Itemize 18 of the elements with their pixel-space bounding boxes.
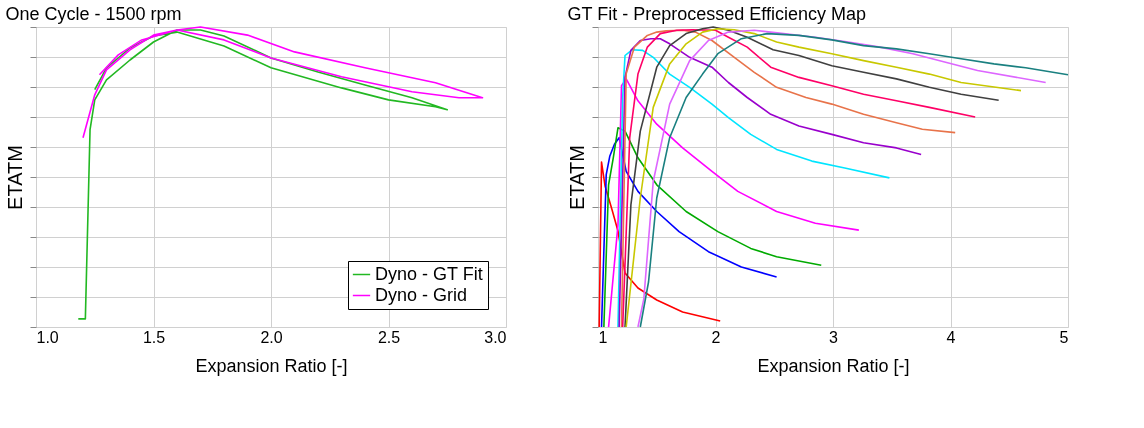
x-tick-label: 4 bbox=[946, 328, 956, 346]
y-axis-title: ETATM bbox=[566, 145, 588, 210]
chart-title: GT Fit - Preprocessed Efficiency Map bbox=[567, 4, 866, 25]
x-tick-label: 2 bbox=[711, 328, 721, 346]
x-tick-label: 2.5 bbox=[377, 328, 401, 346]
x-tick-label: 3 bbox=[829, 328, 839, 346]
legend-label: Dyno - Grid bbox=[375, 284, 468, 305]
x-tick-label: 5 bbox=[1059, 328, 1069, 346]
y-axis-title: ETATM bbox=[4, 145, 26, 210]
x-axis-title: Expansion Ratio [-] bbox=[195, 355, 348, 376]
x-tick-label: 1.0 bbox=[36, 328, 59, 346]
chart-title: One Cycle - 1500 rpm bbox=[5, 4, 182, 25]
legend-label: Dyno - GT Fit bbox=[375, 263, 483, 284]
x-tick-label: 1.5 bbox=[142, 328, 166, 346]
x-axis-title: Expansion Ratio [-] bbox=[757, 355, 910, 376]
x-tick-label: 3.0 bbox=[484, 328, 507, 346]
x-tick-label: 1 bbox=[598, 328, 608, 346]
x-tick-label: 2.0 bbox=[260, 328, 283, 346]
